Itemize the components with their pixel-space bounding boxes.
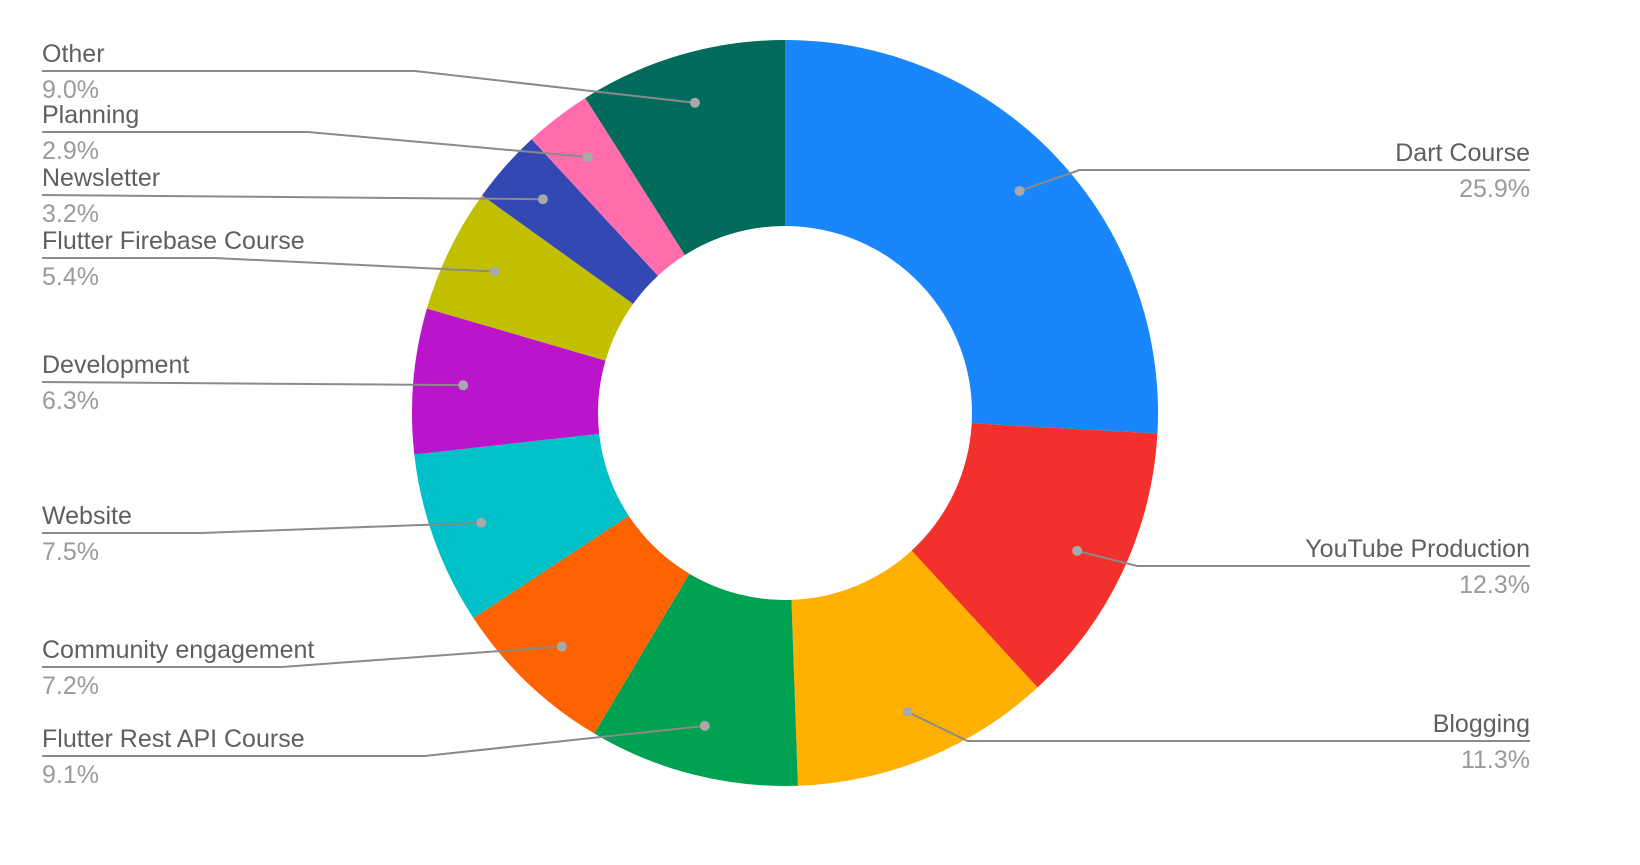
slice-label-flutter-rest-api-course: Flutter Rest API Course (42, 725, 305, 753)
slice-planning[interactable] (531, 97, 685, 276)
slices-layer (412, 39, 1158, 787)
leader-dot-youtube-production (1072, 545, 1083, 556)
leader-dot-flutter-rest-api-course (699, 720, 710, 731)
leader-line-website (42, 521, 482, 534)
slice-percent-youtube-production: 12.3% (1459, 571, 1530, 599)
slice-percent-planning: 2.9% (42, 137, 99, 165)
leader-dot-dart-course (1014, 185, 1025, 196)
slice-label-dart-course: Dart Course (1395, 139, 1530, 167)
leader-dot-other (689, 97, 700, 108)
slice-community-engagement[interactable] (473, 515, 690, 734)
leader-line-community-engagement (42, 645, 562, 668)
slice-percent-website: 7.5% (42, 538, 99, 566)
slice-percent-other: 9.0% (42, 76, 99, 104)
slice-percent-blogging: 11.3% (1461, 746, 1530, 774)
slice-development[interactable] (412, 308, 606, 455)
leader-line-planning (42, 131, 589, 159)
leader-line-newsletter (41, 194, 543, 201)
slice-blogging[interactable] (791, 550, 1038, 786)
slice-other[interactable] (585, 39, 785, 256)
leader-dot-community-engagement (556, 641, 567, 652)
leader-dot-website (476, 517, 487, 528)
leader-dot-newsletter (537, 194, 548, 205)
slice-website[interactable] (414, 433, 629, 619)
slice-percent-dart-course: 25.9% (1459, 175, 1530, 203)
leader-dot-development (458, 380, 469, 391)
leader-line-development (41, 381, 464, 387)
leader-dot-planning (583, 152, 594, 163)
slice-percent-flutter-rest-api-course: 9.1% (42, 761, 99, 789)
slice-percent-community-engagement: 7.2% (42, 672, 99, 700)
slice-percent-newsletter: 3.2% (42, 200, 99, 228)
slice-label-blogging: Blogging (1433, 710, 1530, 738)
leader-dot-flutter-firebase-course (489, 266, 500, 277)
slice-label-flutter-firebase-course: Flutter Firebase Course (42, 227, 305, 255)
slice-label-planning: Planning (42, 101, 139, 129)
leader-dot-blogging (902, 706, 913, 717)
slice-label-community-engagement: Community engagement (42, 636, 314, 664)
slice-percent-flutter-firebase-course: 5.4% (42, 263, 99, 291)
slice-flutter-firebase-course[interactable] (426, 195, 634, 361)
leader-line-other (42, 70, 696, 104)
leader-line-flutter-firebase-course (42, 257, 495, 273)
labels-layer: Dart Course 25.9% YouTube Production 12.3% B… (41, 40, 1530, 789)
slice-label-website: Website (42, 502, 132, 530)
slice-newsletter[interactable] (482, 139, 658, 304)
leader-line-blogging (907, 710, 1530, 742)
slice-label-youtube-production: YouTube Production (1305, 535, 1530, 563)
slice-label-other: Other (42, 40, 105, 68)
slice-dart-course[interactable] (785, 40, 1158, 434)
slice-percent-development: 6.3% (42, 387, 99, 415)
slice-label-newsletter: Newsletter (42, 164, 160, 192)
slice-youtube-production[interactable] (911, 423, 1158, 688)
slice-label-development: Development (42, 351, 189, 379)
leader-line-flutter-rest-api-course (42, 724, 705, 757)
leader-line-youtube-production (1076, 549, 1530, 567)
leader-line-dart-course (1019, 169, 1530, 192)
